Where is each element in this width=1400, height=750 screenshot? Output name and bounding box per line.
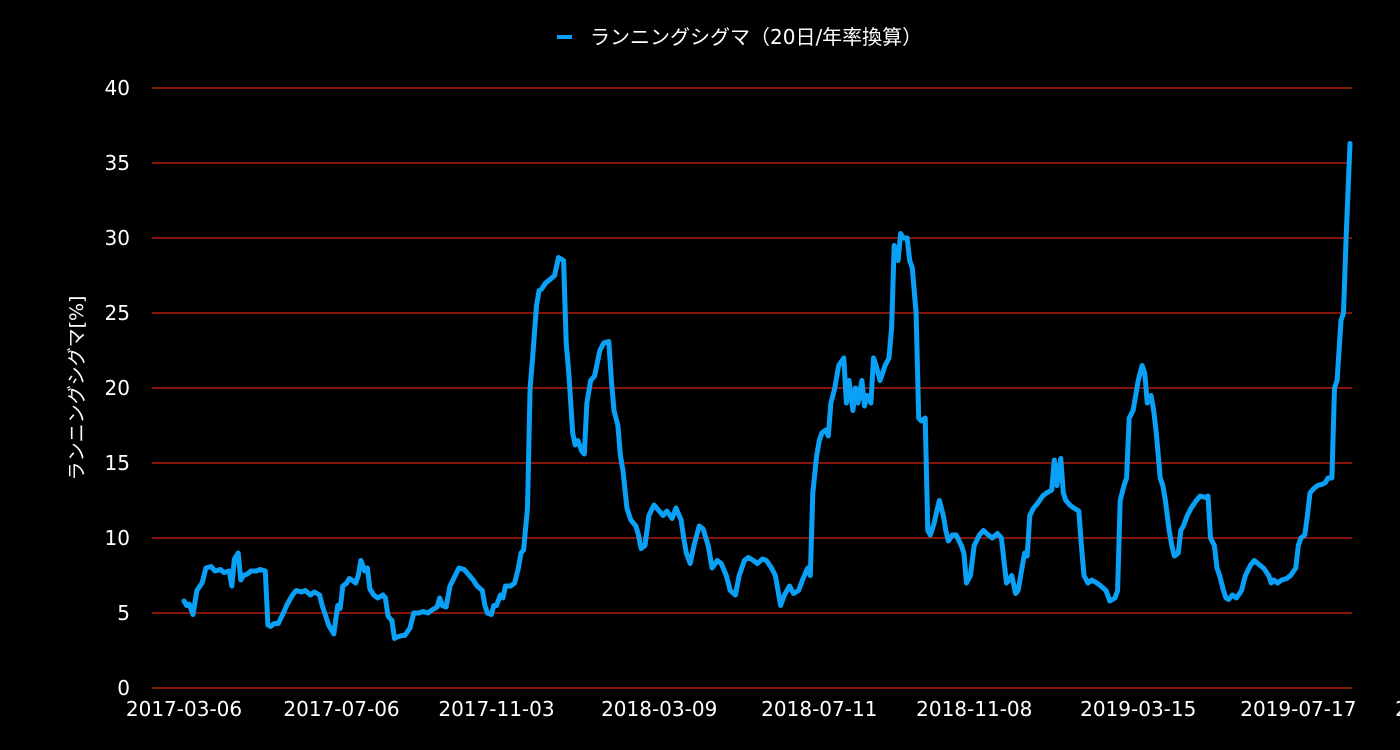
grid-lines [152,87,1352,689]
x-tick-label: 2017-11-03 [438,697,554,721]
y-tick-label: 0 [117,676,130,700]
x-tick-label: 2018-11-08 [916,697,1032,721]
y-tick-label: 25 [105,301,130,325]
legend: ランニングシグマ（20日/年率換算） [557,25,922,49]
x-tick-labels: 2017-03-06 2017-07-06 2017-11-03 2018-03-09… [126,697,1400,721]
x-tick-label: 2018-07-11 [761,697,877,721]
y-tick-label: 20 [105,376,130,400]
y-tick-labels: 0 5 10 15 20 25 30 35 40 [105,76,130,700]
x-tick-label: 2017-07-06 [283,697,399,721]
x-tick-label: 2018-03-09 [601,697,717,721]
legend-label: ランニングシグマ（20日/年率換算） [590,25,922,49]
y-tick-label: 35 [105,151,130,175]
x-tick-label: 2019-11-14 [1395,697,1400,721]
x-tick-label: 2017-03-06 [126,697,242,721]
y-tick-label: 40 [105,76,130,100]
y-tick-label: 30 [105,226,130,250]
x-tick-label: 2019-03-15 [1080,697,1196,721]
series-line [181,141,1353,641]
series-group [181,141,1353,641]
y-tick-label: 5 [117,601,130,625]
y-tick-label: 10 [105,526,130,550]
y-axis-title: ランニングシグマ[%] [66,296,88,481]
y-tick-label: 15 [105,451,130,475]
x-tick-label: 2019-07-17 [1240,697,1356,721]
